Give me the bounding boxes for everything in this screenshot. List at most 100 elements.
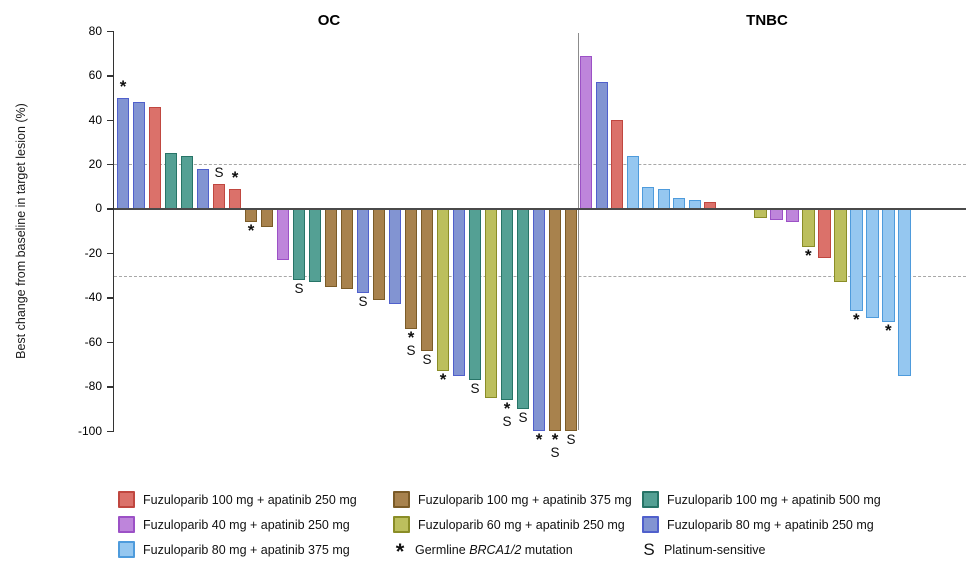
bar	[626, 155, 639, 210]
bar-marker: S	[507, 409, 539, 425]
bar	[181, 155, 193, 210]
legend-item: Fuzuloparib 100 mg + apatinib 375 mg	[393, 491, 642, 508]
y-tick-label: 60	[88, 68, 102, 83]
brca-mutation-marker: *	[884, 321, 892, 341]
platinum-sensitive-marker: S	[294, 281, 304, 296]
bar	[245, 208, 257, 223]
platinum-sensitive-marker: S	[566, 432, 576, 448]
bar	[149, 106, 161, 210]
brca-mutation-marker: *	[439, 370, 447, 390]
panel-title-oc: OC	[317, 12, 341, 29]
legend-swatch-brown	[393, 491, 410, 508]
bar-marker: *	[840, 310, 873, 330]
bar	[421, 208, 433, 352]
legend-item: Fuzuloparib 80 mg + apatinib 375 mg	[118, 541, 393, 558]
bar	[229, 188, 241, 210]
bar-marker: *	[523, 430, 555, 450]
bar	[754, 208, 767, 218]
legend-item: Fuzuloparib 80 mg + apatinib 250 mg	[642, 516, 964, 533]
y-tick	[107, 386, 114, 388]
bar-marker: S	[283, 282, 315, 296]
bar-marker: *	[427, 370, 459, 390]
platinum-sensitive-marker: S	[214, 165, 224, 181]
bar-marker: *	[792, 245, 825, 265]
bar	[770, 208, 783, 220]
bar	[341, 208, 353, 289]
y-tick	[107, 119, 114, 121]
bar-marker: S	[411, 353, 443, 367]
legend-item: S Platinum-sensitive	[642, 539, 964, 559]
bar-marker: S	[459, 382, 491, 396]
bar	[834, 208, 847, 283]
platinum-sensitive-marker: S	[406, 342, 416, 358]
bar	[802, 208, 815, 247]
platinum-sensitive-marker: S	[550, 445, 560, 461]
brca-mutation-marker: *	[407, 327, 415, 347]
brca-marker-symbol: *	[395, 539, 405, 564]
bar-marker: * S	[539, 430, 571, 461]
brca-mutation-marker: *	[119, 76, 127, 96]
bar	[786, 208, 799, 223]
bar	[850, 208, 863, 312]
legend-label: Fuzuloparib 100 mg + apatinib 500 mg	[667, 492, 881, 507]
y-tick	[107, 297, 114, 299]
brca-mutation-marker: *	[535, 430, 543, 450]
platinum-sensitive-marker: S	[470, 381, 480, 396]
legend-swatch-blue	[642, 516, 659, 533]
y-tick	[107, 341, 114, 344]
legend-item: Fuzuloparib 100 mg + apatinib 500 mg	[642, 491, 964, 508]
bar	[165, 153, 177, 210]
y-tick-label: -20	[84, 245, 102, 260]
brca-mutation-marker: *	[852, 310, 860, 330]
platinum-sensitive-marker: S	[358, 294, 368, 310]
bar	[580, 55, 592, 210]
legend-item: * Germline BRCA1/2 mutation	[393, 539, 642, 564]
bar-marker: *	[219, 167, 251, 187]
brca-mutation-marker: *	[804, 245, 812, 265]
y-tick-label: -80	[84, 379, 102, 394]
y-axis-line	[112, 31, 114, 431]
platinum-sensitive-symbol: S	[643, 539, 655, 559]
legend-swatch-olive	[393, 516, 410, 533]
platinum-sensitive-marker: S	[518, 409, 528, 425]
bar	[453, 208, 465, 376]
brca-mutation-marker: *	[247, 221, 255, 241]
y-tick-label: 80	[88, 23, 102, 38]
bar	[882, 208, 895, 323]
bar	[898, 208, 911, 376]
bar	[373, 208, 385, 300]
platinum-sensitive-marker: S	[502, 414, 512, 429]
bar-marker: *	[107, 76, 139, 96]
brca-mutation-marker: *	[551, 430, 559, 450]
bar	[389, 208, 401, 305]
bar-marker: S	[203, 166, 235, 180]
y-tick	[107, 430, 114, 433]
y-tick-label: -60	[84, 334, 102, 349]
bar	[611, 120, 623, 210]
bar	[405, 208, 417, 329]
y-tick-label: 0	[95, 201, 102, 216]
bar	[517, 208, 529, 409]
bar	[309, 208, 321, 283]
legend-item: Fuzuloparib 40 mg + apatinib 250 mg	[118, 516, 393, 533]
bar-marker: S	[347, 295, 379, 309]
y-tick	[107, 208, 114, 210]
bar	[325, 208, 337, 287]
bar	[293, 208, 305, 280]
bar-marker: *	[872, 321, 905, 341]
y-tick-label: -40	[84, 290, 102, 305]
bar-marker: S	[555, 433, 587, 447]
brca-mutation-marker: *	[231, 167, 239, 187]
panel-divider	[577, 33, 579, 430]
bar	[866, 208, 879, 318]
y-tick-label: 40	[88, 112, 102, 127]
bar	[657, 188, 670, 210]
bar	[595, 82, 608, 210]
legend-swatch-teal	[642, 491, 659, 508]
platinum-sensitive-marker: S	[422, 352, 432, 368]
legend-label: Fuzuloparib 80 mg + apatinib 375 mg	[143, 542, 350, 557]
bar	[277, 208, 289, 260]
legend-item: Fuzuloparib 60 mg + apatinib 250 mg	[393, 516, 642, 533]
